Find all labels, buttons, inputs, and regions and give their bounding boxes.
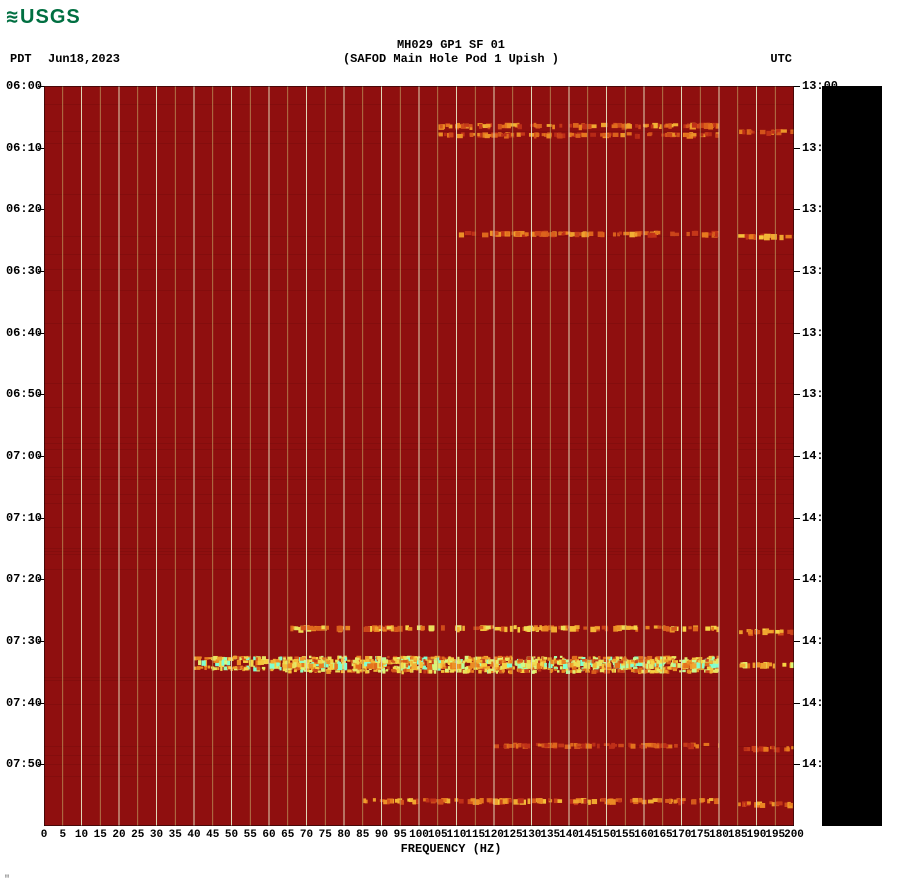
y-left-tick-label: 07:10	[2, 511, 42, 525]
y-left-tick-label: 06:10	[2, 141, 42, 155]
x-tick-label: 155	[615, 829, 635, 841]
y-left-tick-label: 06:00	[2, 79, 42, 93]
x-tick-label: 195	[765, 829, 785, 841]
x-tick-label: 200	[784, 829, 804, 841]
usgs-logo: ≋ USGS	[6, 4, 81, 30]
x-tick-label: 175	[690, 829, 710, 841]
x-tick-label: 150	[597, 829, 617, 841]
y-left-tick-label: 07:30	[2, 634, 42, 648]
spectrogram-svg	[44, 86, 794, 826]
x-tick-label: 185	[728, 829, 748, 841]
x-tick-label: 15	[94, 829, 107, 841]
y-left-tick-label: 07:00	[2, 449, 42, 463]
x-tick-label: 25	[131, 829, 144, 841]
x-tick-label: 45	[206, 829, 219, 841]
y-right-tick-label: 13:50	[802, 387, 838, 401]
x-tick-label: 170	[672, 829, 692, 841]
x-axis-title: FREQUENCY (HZ)	[401, 842, 502, 856]
x-tick-label: 55	[244, 829, 257, 841]
chart-header: MH029 GP1 SF 01 (SAFOD Main Hole Pod 1 U…	[0, 38, 902, 66]
y-right-tick-label: 13:20	[802, 202, 838, 216]
x-tick-label: 70	[300, 829, 313, 841]
x-tick-label: 65	[281, 829, 294, 841]
x-tick-label: 140	[559, 829, 579, 841]
y-right-tick-label: 13:00	[802, 79, 838, 93]
x-tick-label: 160	[634, 829, 654, 841]
x-tick-label: 130	[522, 829, 542, 841]
y-right-tick-label: 14:30	[802, 634, 838, 648]
x-tick-label: 95	[394, 829, 407, 841]
spectrogram-plot	[44, 86, 794, 826]
y-right-tick-label: 14:20	[802, 572, 838, 586]
x-tick-label: 35	[169, 829, 182, 841]
chart-title-line2: (SAFOD Main Hole Pod 1 Upish )	[0, 52, 902, 66]
x-tick-label: 5	[59, 829, 66, 841]
x-tick-label: 60	[262, 829, 275, 841]
x-tick-label: 125	[503, 829, 523, 841]
x-tick-label: 10	[75, 829, 88, 841]
y-right-tick-label: 14:00	[802, 449, 838, 463]
y-right-tick-label: 14:40	[802, 696, 838, 710]
x-tick-label: 50	[225, 829, 238, 841]
y-right-tick-label: 13:40	[802, 326, 838, 340]
footer-mark: "	[4, 875, 10, 886]
logo-text: USGS	[20, 6, 81, 29]
x-tick-label: 115	[465, 829, 485, 841]
y-right-tick-label: 14:50	[802, 757, 838, 771]
y-left-tick-label: 07:20	[2, 572, 42, 586]
x-tick-label: 100	[409, 829, 429, 841]
x-tick-label: 135	[540, 829, 560, 841]
x-tick-label: 165	[653, 829, 673, 841]
x-tick-label: 30	[150, 829, 163, 841]
y-right-tick-label: 13:30	[802, 264, 838, 278]
x-tick-label: 0	[41, 829, 48, 841]
y-left-tick-label: 06:20	[2, 202, 42, 216]
left-date-label: Jun18,2023	[48, 52, 120, 66]
right-timezone-label: UTC	[770, 52, 792, 66]
x-tick-label: 180	[709, 829, 729, 841]
y-left-tick-label: 06:50	[2, 387, 42, 401]
left-timezone-label: PDT	[10, 52, 32, 66]
x-tick-label: 75	[319, 829, 332, 841]
y-left-tick-label: 07:40	[2, 696, 42, 710]
x-tick-label: 80	[337, 829, 350, 841]
y-right-tick-label: 14:10	[802, 511, 838, 525]
x-tick-label: 110	[447, 829, 467, 841]
x-tick-label: 20	[112, 829, 125, 841]
x-tick-label: 190	[747, 829, 767, 841]
x-tick-label: 90	[375, 829, 388, 841]
y-left-tick-label: 06:40	[2, 326, 42, 340]
x-tick-label: 120	[484, 829, 504, 841]
x-tick-label: 40	[187, 829, 200, 841]
y-left-tick-label: 06:30	[2, 264, 42, 278]
y-right-tick-label: 13:10	[802, 141, 838, 155]
chart-title-line1: MH029 GP1 SF 01	[0, 38, 902, 52]
x-tick-label: 85	[356, 829, 369, 841]
x-tick-label: 105	[428, 829, 448, 841]
y-left-tick-label: 07:50	[2, 757, 42, 771]
x-tick-label: 145	[578, 829, 598, 841]
logo-wave-icon: ≋	[6, 4, 18, 30]
